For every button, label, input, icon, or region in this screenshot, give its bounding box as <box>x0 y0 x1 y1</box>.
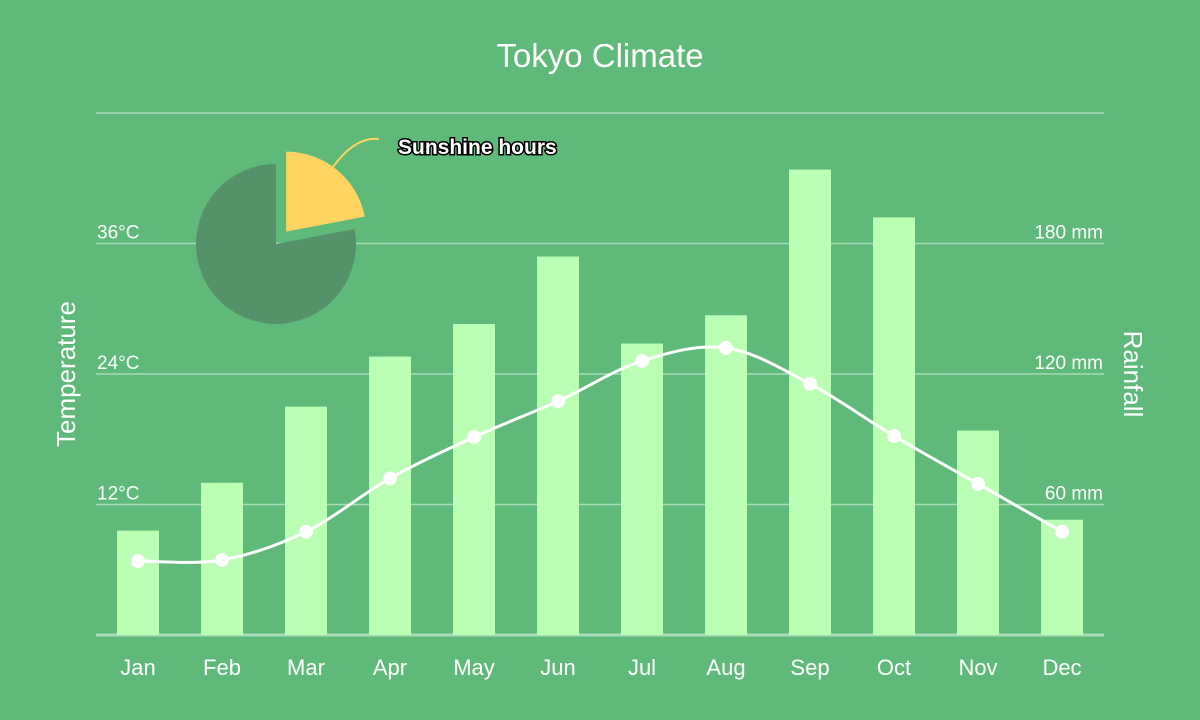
rainfall-bar-apr <box>369 356 411 635</box>
y-left-tick-label: 36°C <box>97 223 139 244</box>
temperature-line <box>131 340 1069 569</box>
y-right-tick-label: 120 mm <box>1034 353 1103 374</box>
x-tick-label: Dec <box>1042 655 1081 680</box>
pie-slice-remainder <box>195 164 356 324</box>
y-right-tick-label: 60 mm <box>1045 484 1103 505</box>
temperature-point-apr <box>383 471 397 486</box>
x-tick-label: Oct <box>877 655 911 680</box>
temperature-point-jun <box>551 394 565 409</box>
temperature-point-feb <box>215 552 229 567</box>
temperature-point-nov <box>971 476 985 491</box>
x-tick-label: Apr <box>373 655 407 680</box>
pie-label-connector <box>331 137 380 169</box>
temperature-point-dec <box>1055 524 1069 539</box>
y-left-tick-label: 12°C <box>97 484 139 505</box>
temperature-point-oct <box>887 428 901 443</box>
y-right-tick-label: 180 mm <box>1034 223 1103 244</box>
rainfall-bar-may <box>453 323 495 635</box>
rainfall-bar-aug <box>705 315 747 635</box>
temperature-line-path <box>137 345 1063 564</box>
x-tick-label: May <box>453 655 495 680</box>
rainfall-bar-jan <box>117 530 159 635</box>
pie-label: Sunshine hours <box>398 136 557 159</box>
x-tick-label: Feb <box>203 655 241 680</box>
rainfall-bar-jul <box>621 343 663 635</box>
y-axis-left-title: Temperature <box>51 301 81 447</box>
x-tick-label: Sep <box>790 655 829 680</box>
temperature-point-may <box>467 430 481 445</box>
axis-ticks: 12°C 24°C 36°C 60 mm 120 mm 180 mm <box>97 223 1103 505</box>
pie-slice-sunshine <box>286 151 365 232</box>
rainfall-bars <box>117 169 1083 636</box>
temperature-point-sep <box>803 376 817 391</box>
x-tick-label: Mar <box>287 655 325 680</box>
x-tick-label: Jan <box>120 655 155 680</box>
rainfall-bar-mar <box>285 406 327 635</box>
rainfall-bar-dec <box>1041 519 1083 635</box>
x-tick-label: Jul <box>628 655 656 680</box>
rainfall-bar-sep <box>789 169 831 636</box>
y-axis-right-title: Rainfall <box>1118 331 1148 418</box>
x-axis-categories: Jan Feb Mar Apr May Jun Jul Aug Sep Oct Nov Dec <box>120 655 1081 680</box>
temperature-point-jul <box>635 353 649 368</box>
rainfall-bar-jun <box>537 256 579 635</box>
y-left-tick-label: 24°C <box>97 353 139 374</box>
x-tick-label: Jun <box>540 655 575 680</box>
x-tick-label: Nov <box>958 655 997 680</box>
temperature-point-jan <box>131 554 145 569</box>
x-tick-label: Aug <box>706 655 745 680</box>
rainfall-bar-nov <box>957 430 999 635</box>
temperature-point-aug <box>719 340 733 355</box>
temperature-point-mar <box>299 524 313 539</box>
chart-title: Tokyo Climate <box>496 37 703 74</box>
sunshine-pie: Sunshine hours <box>195 135 558 324</box>
